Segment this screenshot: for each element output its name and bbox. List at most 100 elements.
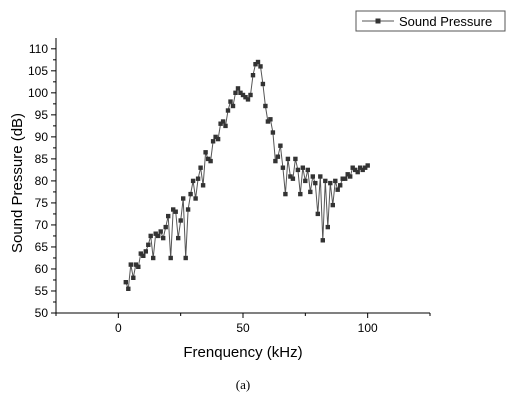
data-point [278,143,283,148]
data-point [171,207,176,212]
data-point [225,108,231,113]
y-tick-label: 50 [35,306,49,320]
data-point [343,176,348,181]
data-point [318,174,323,179]
data-point [253,62,258,67]
data-point [315,211,320,217]
x-tick-label: 50 [236,321,250,335]
figure-caption: (a) [236,377,250,392]
data-point [323,178,328,184]
legend-marker-sample [375,18,381,24]
y-tick-label: 105 [28,64,48,78]
data-point [348,174,353,179]
data-point [213,134,218,140]
data-point [250,73,256,78]
data-point [355,169,360,175]
data-point [353,167,358,173]
data-point [131,275,136,280]
data-point [248,92,253,98]
data-point [195,176,201,181]
data-point [146,242,151,247]
data-point [258,64,263,69]
data-point [333,178,338,184]
data-point [218,121,223,126]
data-point [163,224,168,230]
data-point [365,163,370,168]
data-point [223,123,228,129]
legend-box [355,10,506,32]
data-point [173,209,178,214]
data-point [188,191,193,197]
y-tick-label: 95 [35,108,49,122]
data-point [148,233,153,239]
data-point [303,178,308,184]
data-point [345,172,350,177]
data-point [158,229,163,234]
legend-label: Sound Pressure [399,14,492,29]
data-point [193,196,198,201]
data-point [185,207,191,212]
data-point [141,253,146,258]
data-point [335,187,340,192]
y-axis-title: Sound Pressure (dB) [9,113,26,253]
data-point [128,262,133,267]
data-point [338,183,343,188]
data-point [275,154,281,159]
data-point [350,165,355,170]
data-point [290,176,296,181]
y-tick-label: 110 [29,42,48,56]
data-point [340,176,345,181]
data-point [190,178,196,184]
data-point [255,59,261,65]
legend: Sound Pressure [355,10,506,32]
data-point [181,196,186,201]
data-point [178,218,183,223]
data-point [143,249,148,254]
data-point [238,90,243,95]
data-point [235,86,241,91]
data-point [126,286,131,291]
y-tick-label: 55 [35,284,49,298]
data-point [220,119,226,124]
data-point [363,165,368,170]
data-point [176,235,181,241]
data-point [183,255,188,261]
data-point [208,158,213,164]
y-tick-label: 80 [35,174,49,188]
data-point [156,233,161,239]
data-point [320,238,325,243]
data-point [245,97,251,102]
data-point [210,139,216,144]
data-point [203,150,208,155]
data-point [358,165,363,170]
data-point [325,224,330,230]
data-point [270,130,276,135]
data-point [198,165,203,170]
x-tick-label: 100 [358,321,378,335]
data-point [305,167,310,173]
y-tick-label: 100 [28,86,48,100]
data-point [228,99,233,104]
data-point [300,165,305,170]
data-point [313,180,318,186]
data-point [123,280,128,285]
data-point [200,183,206,188]
data-point [328,180,333,186]
data-point [240,92,246,98]
axes-layer: 50 55 60 65 70 75 80 85 90 95 100 105 110 0 50 100 [28,38,431,335]
plot-layer [123,59,370,291]
data-point [133,262,138,267]
data-point [268,117,273,122]
data-point [205,156,211,162]
data-point [295,167,301,173]
data-point [360,167,365,173]
data-point [263,103,268,109]
data-point [330,202,335,208]
data-point [298,191,303,197]
data-point [230,103,236,109]
y-tick-label: 60 [35,262,49,276]
data-point [153,231,158,236]
data-point [151,255,156,261]
data-point [285,156,291,162]
